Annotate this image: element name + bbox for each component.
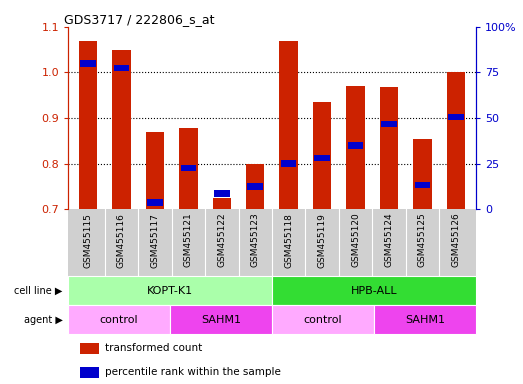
Bar	[179, 128, 198, 209]
Bar	[447, 73, 465, 209]
Bar	[346, 86, 365, 209]
Bar	[80, 367, 98, 378]
Bar	[272, 305, 374, 334]
Bar	[314, 155, 330, 161]
Bar	[68, 305, 170, 334]
Text: GSM455117: GSM455117	[151, 213, 160, 268]
Bar	[170, 305, 272, 334]
Bar	[146, 132, 164, 209]
Bar	[214, 190, 230, 197]
Text: control: control	[100, 314, 138, 325]
Text: SAHM1: SAHM1	[405, 314, 445, 325]
Bar	[112, 50, 131, 209]
Text: agent ▶: agent ▶	[24, 314, 63, 325]
Bar	[79, 41, 97, 209]
Text: cell line ▶: cell line ▶	[15, 286, 63, 296]
Bar	[281, 161, 297, 167]
Text: transformed count: transformed count	[105, 343, 202, 353]
Text: control: control	[304, 314, 342, 325]
Text: GSM455121: GSM455121	[184, 213, 193, 267]
Text: GSM455118: GSM455118	[284, 213, 293, 268]
Text: GSM455126: GSM455126	[451, 213, 460, 267]
Text: SAHM1: SAHM1	[201, 314, 241, 325]
Text: GSM455122: GSM455122	[217, 213, 226, 267]
Bar	[348, 142, 363, 149]
Bar	[272, 276, 476, 305]
Text: percentile rank within the sample: percentile rank within the sample	[105, 367, 280, 377]
Text: GDS3717 / 222806_s_at: GDS3717 / 222806_s_at	[64, 13, 214, 26]
Text: GSM455116: GSM455116	[117, 213, 126, 268]
Bar	[448, 114, 464, 120]
Bar	[247, 183, 263, 190]
Bar	[80, 343, 98, 354]
Bar	[415, 182, 430, 188]
Text: GSM455115: GSM455115	[84, 213, 93, 268]
Bar	[113, 65, 129, 71]
Bar	[80, 60, 96, 66]
Bar	[279, 41, 298, 209]
Bar	[374, 305, 476, 334]
Text: GSM455124: GSM455124	[384, 213, 393, 267]
Bar	[68, 276, 272, 305]
Bar	[313, 102, 331, 209]
Bar	[246, 164, 265, 209]
Text: GSM455123: GSM455123	[251, 213, 260, 267]
Bar	[380, 87, 398, 209]
Text: GSM455120: GSM455120	[351, 213, 360, 267]
Bar	[213, 198, 231, 209]
Bar	[413, 139, 431, 209]
Text: KOPT-K1: KOPT-K1	[147, 286, 193, 296]
Bar	[180, 165, 196, 171]
Text: GSM455119: GSM455119	[317, 213, 327, 268]
Bar	[147, 199, 163, 206]
Bar	[381, 121, 397, 127]
Text: HPB-ALL: HPB-ALL	[350, 286, 397, 296]
Text: GSM455125: GSM455125	[418, 213, 427, 267]
